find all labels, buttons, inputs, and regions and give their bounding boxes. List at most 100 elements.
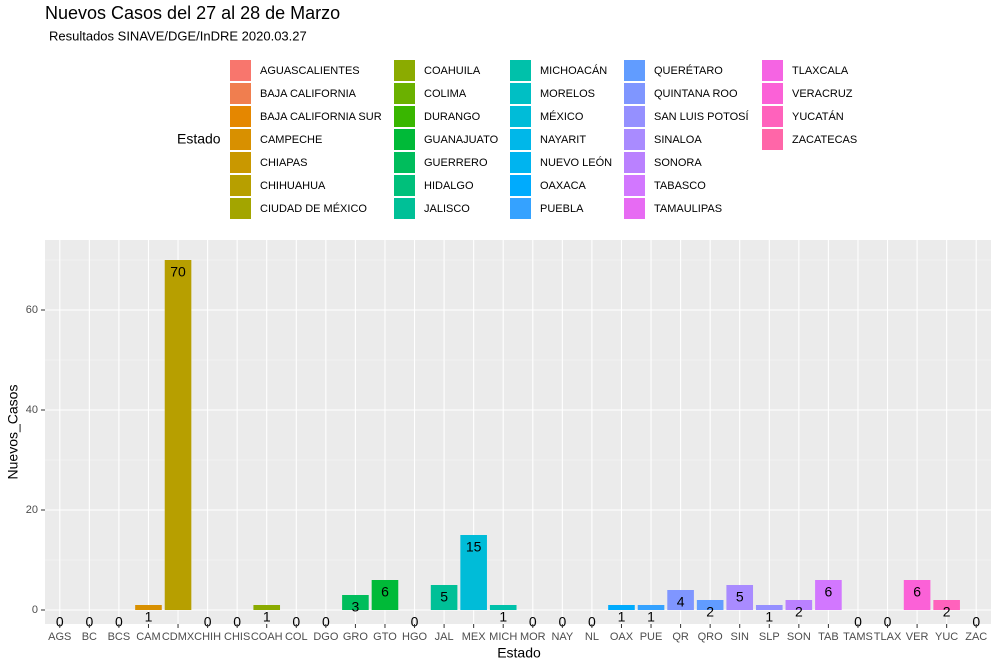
legend-label: TLAXCALA bbox=[792, 65, 849, 77]
bar bbox=[755, 605, 783, 610]
legend-key bbox=[624, 175, 645, 196]
data-label: 0 bbox=[558, 614, 566, 630]
data-label: 1 bbox=[765, 609, 773, 625]
data-label: 4 bbox=[677, 594, 685, 610]
legend-label: CIUDAD DE MÉXICO bbox=[260, 202, 367, 215]
legend-key bbox=[230, 175, 251, 196]
x-tick-label: HGO bbox=[402, 631, 428, 643]
x-tick-label: JAL bbox=[435, 631, 454, 643]
data-label: 0 bbox=[588, 614, 596, 630]
legend-label: MICHOACÁN bbox=[540, 64, 607, 77]
x-tick-label: TAB bbox=[818, 631, 839, 643]
legend-key bbox=[230, 198, 251, 219]
data-label: 2 bbox=[943, 604, 951, 620]
legend-key bbox=[624, 152, 645, 173]
legend-label: GUERRERO bbox=[424, 157, 488, 169]
legend-label: JALISCO bbox=[424, 203, 470, 215]
data-label: 0 bbox=[56, 614, 64, 630]
x-tick-label: ZAC bbox=[965, 631, 987, 643]
legend-key bbox=[230, 60, 251, 81]
data-label: 6 bbox=[913, 584, 921, 600]
y-axis-title: Nuevos_Casos bbox=[5, 385, 21, 480]
legend-label: TAMAULIPAS bbox=[654, 203, 722, 215]
legend-key bbox=[624, 129, 645, 150]
legend-label: DURANGO bbox=[424, 111, 481, 123]
legend-label: YUCATÁN bbox=[792, 110, 844, 123]
legend-key bbox=[624, 83, 645, 104]
legend-label: CAMPECHE bbox=[260, 134, 322, 146]
data-label: 0 bbox=[854, 614, 862, 630]
bar bbox=[371, 580, 399, 610]
legend-label: QUINTANA ROO bbox=[654, 88, 738, 100]
legend-label: SONORA bbox=[654, 157, 702, 169]
x-tick-label: CAM bbox=[136, 631, 160, 643]
legend-key bbox=[394, 83, 415, 104]
legend-label: BAJA CALIFORNIA SUR bbox=[260, 111, 382, 123]
legend-key bbox=[230, 129, 251, 150]
legend-key bbox=[624, 106, 645, 127]
legend-key bbox=[510, 198, 531, 219]
legend-key bbox=[624, 198, 645, 219]
data-label: 0 bbox=[292, 614, 300, 630]
legend-key bbox=[762, 129, 783, 150]
data-label: 1 bbox=[145, 609, 153, 625]
x-tick-label: NAY bbox=[551, 631, 573, 643]
data-label: 1 bbox=[499, 609, 507, 625]
legend-label: COAHUILA bbox=[424, 65, 481, 77]
y-tick-label: 20 bbox=[26, 504, 38, 516]
legend-label: HIDALGO bbox=[424, 180, 474, 192]
legend-key bbox=[394, 106, 415, 127]
bar bbox=[608, 605, 635, 610]
data-label: 1 bbox=[618, 609, 626, 625]
data-label: 2 bbox=[706, 604, 714, 620]
data-label: 0 bbox=[233, 614, 241, 630]
legend-label: MORELOS bbox=[540, 88, 595, 100]
legend-label: SAN LUIS POTOSÍ bbox=[654, 110, 749, 123]
legend-key bbox=[394, 198, 415, 219]
y-tick-label: 60 bbox=[26, 304, 38, 316]
bar bbox=[460, 535, 487, 610]
legend-key bbox=[762, 106, 783, 127]
bar bbox=[164, 260, 192, 610]
x-tick-label: NL bbox=[585, 631, 599, 643]
legend-key bbox=[394, 152, 415, 173]
x-tick-label: CDMX bbox=[162, 631, 195, 643]
legend-key bbox=[624, 60, 645, 81]
x-tick-label: MEX bbox=[462, 631, 487, 643]
bar bbox=[342, 595, 369, 610]
bar bbox=[637, 605, 665, 610]
legend-label: MÉXICO bbox=[540, 110, 584, 123]
bar bbox=[253, 605, 281, 610]
x-tick-label: TAMS bbox=[843, 631, 873, 643]
data-label: 2 bbox=[795, 604, 803, 620]
legend-title: Estado bbox=[177, 131, 221, 147]
data-label: 0 bbox=[322, 614, 330, 630]
x-tick-label: VER bbox=[906, 631, 929, 643]
legend-label: VERACRUZ bbox=[792, 88, 853, 100]
data-label: 6 bbox=[825, 584, 833, 600]
bar bbox=[785, 600, 813, 610]
data-label: 1 bbox=[263, 609, 271, 625]
x-tick-label: SIN bbox=[731, 631, 749, 643]
x-tick-label: YUC bbox=[935, 631, 958, 643]
legend-key bbox=[510, 106, 531, 127]
x-tick-label: CHIH bbox=[194, 631, 221, 643]
data-label: 0 bbox=[884, 614, 892, 630]
x-tick-label: COL bbox=[285, 631, 308, 643]
x-tick-label: BCS bbox=[108, 631, 131, 643]
bar bbox=[696, 600, 724, 610]
data-label: 6 bbox=[381, 584, 389, 600]
y-tick-label: 0 bbox=[32, 604, 38, 616]
data-label: 0 bbox=[529, 614, 537, 630]
data-label: 3 bbox=[352, 599, 360, 615]
legend-key bbox=[510, 129, 531, 150]
legend-key bbox=[510, 152, 531, 173]
legend-key bbox=[230, 106, 251, 127]
legend-key bbox=[394, 129, 415, 150]
x-tick-label: SON bbox=[787, 631, 811, 643]
data-label: 15 bbox=[466, 539, 482, 555]
legend-label: CHIAPAS bbox=[260, 157, 307, 169]
chart-subtitle: Resultados SINAVE/DGE/InDRE 2020.03.27 bbox=[49, 28, 307, 43]
legend-label: PUEBLA bbox=[540, 203, 584, 215]
legend-label: ZACATECAS bbox=[792, 134, 857, 146]
